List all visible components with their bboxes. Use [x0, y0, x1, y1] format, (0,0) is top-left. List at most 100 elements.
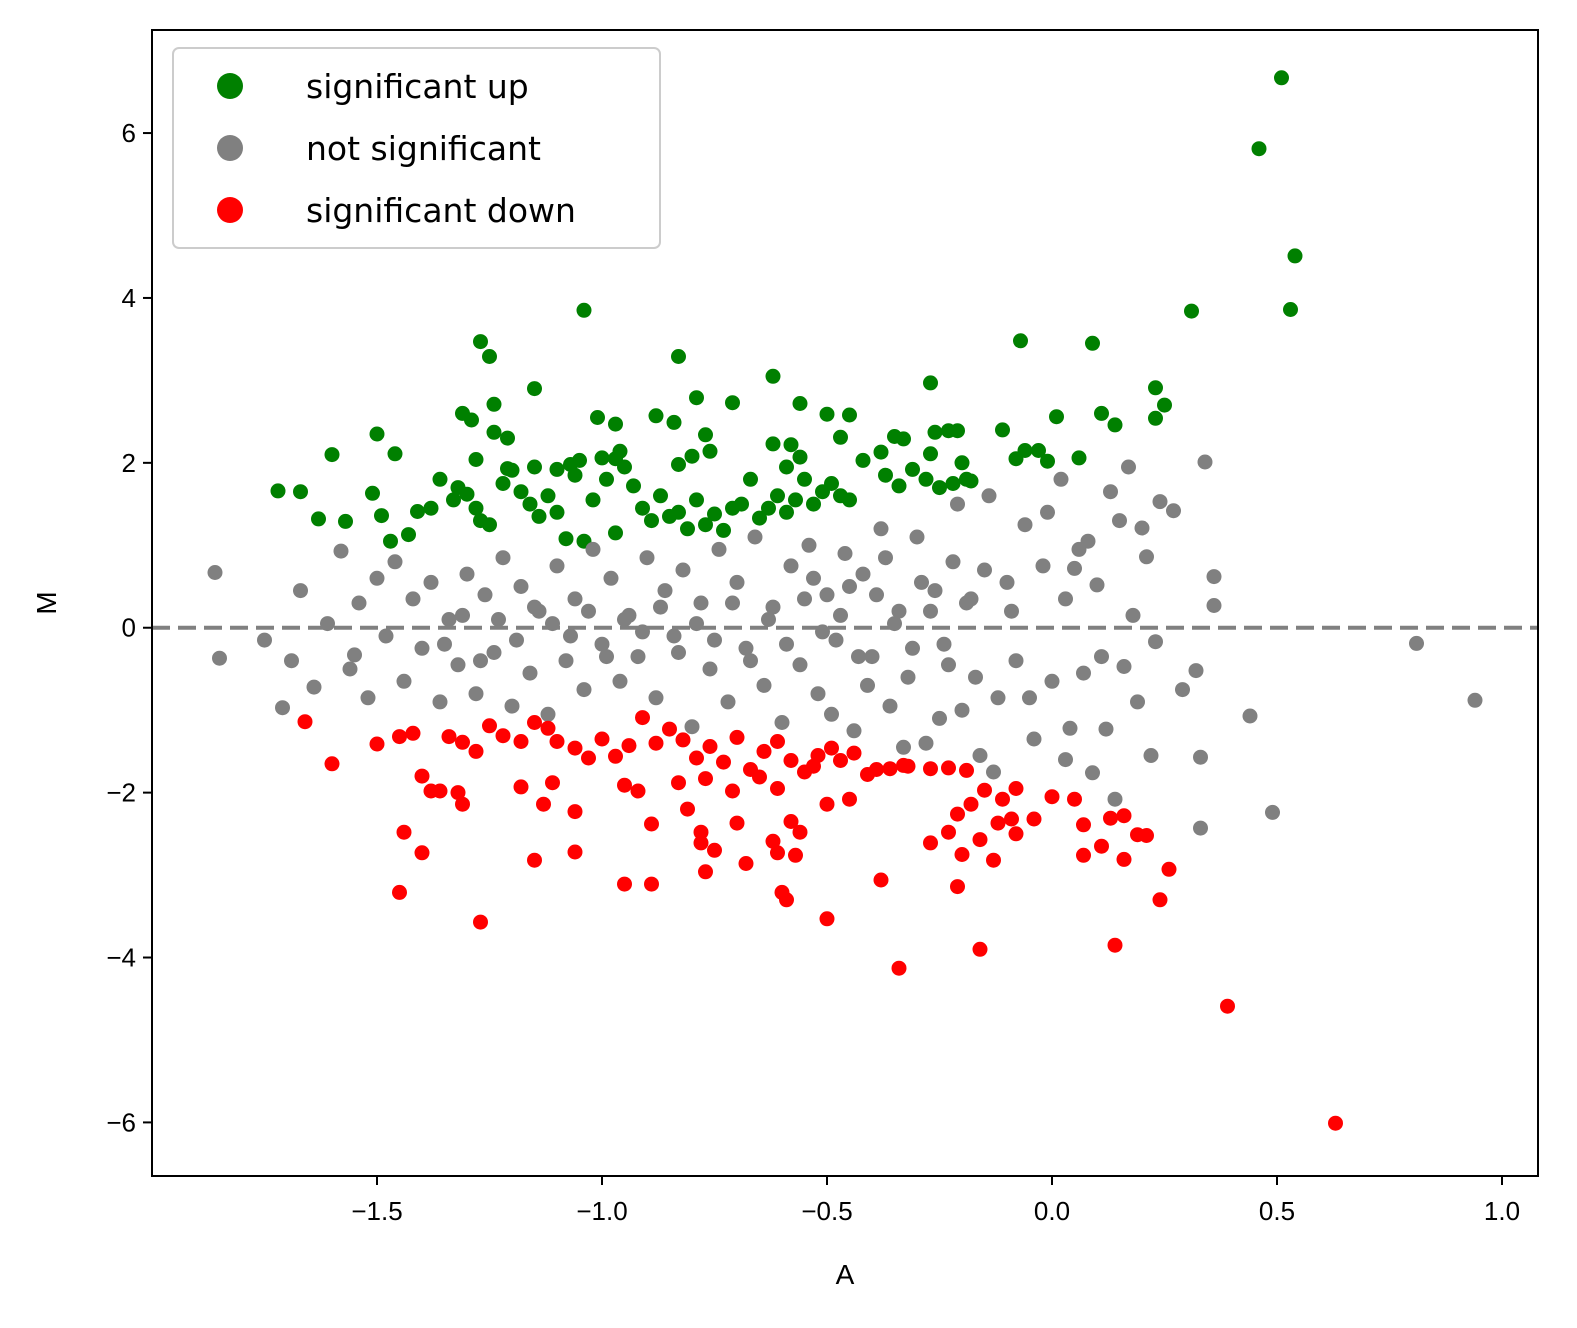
- data-point-significant-up: [702, 443, 718, 459]
- data-point-significant-up: [891, 478, 907, 494]
- data-point-not-significant: [1188, 663, 1204, 679]
- data-point-significant-down: [495, 728, 511, 744]
- data-point-significant-down: [869, 762, 884, 777]
- data-point-significant-up: [482, 517, 497, 533]
- data-point-not-significant: [1035, 558, 1051, 574]
- data-point-not-significant: [824, 706, 839, 722]
- data-point-significant-up: [504, 462, 520, 478]
- data-point-not-significant: [1116, 659, 1132, 674]
- data-point-significant-up: [698, 517, 713, 533]
- data-point-significant-down: [819, 796, 835, 812]
- data-point-not-significant: [617, 612, 632, 627]
- data-point-significant-down: [810, 748, 826, 763]
- data-point-not-significant: [1121, 459, 1136, 475]
- data-point-not-significant: [284, 653, 299, 669]
- data-point-not-significant: [207, 565, 223, 580]
- data-point-significant-down: [671, 775, 686, 791]
- data-point-not-significant: [684, 719, 700, 735]
- data-point-significant-up: [1283, 302, 1298, 317]
- data-point-significant-down: [729, 815, 745, 831]
- data-point-not-significant: [657, 583, 673, 599]
- data-point-not-significant: [567, 591, 583, 607]
- x-tick-label: 0.5: [1259, 1196, 1295, 1226]
- data-point-significant-down: [468, 743, 484, 759]
- data-point-not-significant: [945, 554, 961, 570]
- data-point-not-significant: [891, 603, 907, 619]
- data-point-not-significant: [549, 558, 565, 574]
- data-point-significant-down: [662, 721, 677, 737]
- data-point-significant-down: [770, 734, 785, 749]
- data-point-not-significant: [1409, 635, 1424, 651]
- data-point-not-significant: [1193, 820, 1208, 836]
- data-point-significant-down: [1076, 847, 1091, 863]
- data-point-not-significant: [1107, 791, 1123, 807]
- legend-box: [172, 47, 661, 249]
- data-point-significant-down: [644, 816, 659, 832]
- data-point-significant-up: [954, 455, 970, 471]
- data-point-not-significant: [563, 628, 578, 644]
- data-point-not-significant: [918, 735, 934, 751]
- data-point-not-significant: [842, 579, 857, 594]
- data-point-not-significant: [968, 669, 983, 685]
- legend-entry: not significant: [217, 129, 541, 168]
- data-point-not-significant: [1085, 765, 1100, 781]
- data-point-not-significant: [774, 715, 790, 730]
- data-point-not-significant: [612, 673, 628, 689]
- data-point-significant-down: [873, 872, 889, 888]
- data-point-significant-up: [932, 480, 947, 496]
- data-point-significant-down: [963, 796, 979, 812]
- data-point-significant-down: [819, 911, 835, 927]
- data-point-significant-down: [324, 756, 340, 772]
- data-point-significant-up: [743, 471, 758, 487]
- data-point-not-significant: [765, 599, 781, 615]
- data-point-significant-up: [585, 492, 601, 508]
- data-point-not-significant: [882, 698, 898, 714]
- data-point-not-significant: [864, 649, 880, 665]
- data-point-not-significant: [779, 636, 794, 652]
- legend-marker: [217, 197, 243, 223]
- data-point-significant-down: [635, 710, 650, 726]
- data-point-significant-up: [594, 450, 610, 466]
- data-point-significant-down: [716, 754, 731, 770]
- data-point-not-significant: [630, 649, 646, 665]
- data-point-not-significant: [1098, 721, 1114, 737]
- data-point-significant-up: [1107, 417, 1123, 433]
- data-point-significant-down: [923, 761, 938, 777]
- data-point-significant-up: [707, 506, 722, 522]
- data-point-significant-up: [369, 426, 385, 442]
- data-point-not-significant: [648, 690, 664, 706]
- data-point-significant-up: [765, 436, 781, 452]
- x-tick-label: 1.0: [1484, 1196, 1520, 1226]
- legend-label: significant down: [306, 191, 576, 230]
- data-point-significant-down: [1220, 998, 1235, 1014]
- legend-label: significant up: [306, 67, 529, 106]
- data-point-not-significant: [432, 694, 448, 710]
- data-point-significant-down: [455, 734, 470, 750]
- data-point-significant-down: [513, 779, 529, 795]
- data-point-significant-down: [644, 876, 659, 892]
- data-point-not-significant: [1004, 603, 1019, 619]
- data-point-significant-down: [414, 768, 430, 784]
- data-point-not-significant: [666, 628, 682, 644]
- data-point-not-significant: [869, 587, 884, 603]
- data-point-significant-up: [617, 459, 632, 475]
- data-point-significant-down: [954, 847, 970, 862]
- data-point-significant-up: [423, 500, 439, 516]
- x-tick-label: −1.0: [576, 1196, 627, 1226]
- y-tick-label: −4: [106, 943, 136, 973]
- data-point-not-significant: [347, 647, 362, 663]
- data-point-not-significant: [846, 723, 862, 739]
- data-point-significant-up: [324, 447, 340, 463]
- data-point-not-significant: [414, 640, 430, 656]
- data-point-significant-up: [432, 471, 448, 487]
- data-point-significant-down: [441, 729, 457, 745]
- data-point-significant-up: [644, 513, 659, 529]
- data-point-significant-up: [1085, 335, 1100, 351]
- data-point-significant-down: [527, 852, 542, 868]
- data-point-significant-up: [950, 423, 965, 439]
- data-point-not-significant: [738, 640, 754, 656]
- data-point-not-significant: [675, 562, 691, 578]
- legend: significant up not significant significant…: [172, 47, 661, 249]
- data-point-significant-up: [1013, 333, 1028, 349]
- data-point-not-significant: [1139, 549, 1154, 565]
